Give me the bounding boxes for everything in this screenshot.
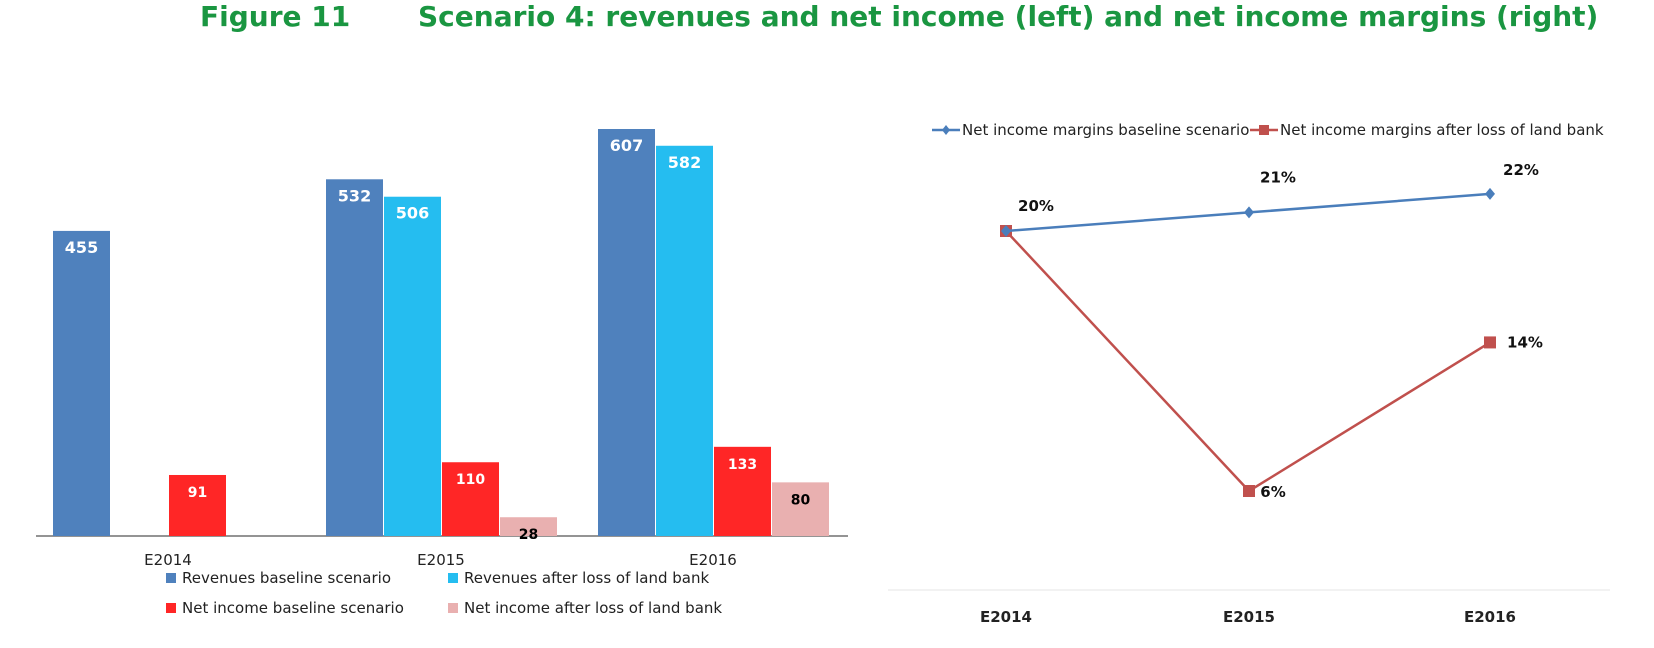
legend-label: Revenues baseline scenario: [182, 569, 391, 587]
legend-label: Net income margins baseline scenario: [962, 121, 1249, 139]
series-line: [1005, 230, 1491, 493]
bar: [772, 482, 829, 536]
legend-swatch: [448, 573, 458, 583]
bar-x-tick-label: E2015: [417, 551, 465, 569]
line-point: [1484, 336, 1496, 349]
line-x-tick-label: E2015: [1223, 608, 1275, 626]
line-x-tick-label: E2016: [1464, 608, 1516, 626]
figure-title: Scenario 4: revenues and net income (lef…: [418, 0, 1599, 33]
bar-data-label: 80: [791, 492, 811, 508]
figure-header: Figure 11 Scenario 4: revenues and net i…: [0, 0, 1654, 40]
bar-data-label: 607: [610, 136, 643, 155]
legend-marker: [1259, 125, 1269, 135]
bar: [169, 474, 226, 536]
bar: [598, 129, 655, 536]
legend-swatch: [448, 603, 458, 613]
bar-data-label: 455: [65, 238, 98, 257]
line-x-tick-label: E2014: [980, 608, 1032, 626]
bar: [714, 446, 771, 536]
bar-x-tick-label: E2016: [689, 551, 737, 569]
legend-label: Net income margins after loss of land ba…: [1280, 121, 1604, 139]
line-chart: E2014 E2015 E2016 20% 21% 22% 6% 14% Net income …: [888, 121, 1610, 626]
bar-chart: 455 91 E2014 532 506 110 28 E2015 607 582 133 80 E20…: [36, 129, 848, 617]
bar-data-label: 28: [519, 527, 538, 543]
legend-swatch: [166, 603, 176, 613]
bar-data-label: 91: [188, 485, 207, 501]
bar: [326, 179, 383, 536]
bar-data-label: 110: [456, 472, 485, 488]
bar-data-label: 532: [338, 186, 371, 205]
legend-label: Revenues after loss of land bank: [464, 569, 710, 587]
bar-data-label: 506: [396, 204, 429, 223]
line-data-label: 14%: [1507, 333, 1543, 351]
bar: [384, 196, 441, 536]
line-data-label: 6%: [1260, 483, 1285, 501]
line-data-label: 22%: [1503, 161, 1539, 179]
legend-label: Net income after loss of land bank: [464, 599, 722, 617]
bar: [53, 230, 110, 536]
bar: [442, 462, 499, 536]
line-data-label: 21%: [1260, 168, 1296, 186]
bar-x-tick-label: E2014: [144, 551, 192, 569]
bar-data-label: 582: [668, 153, 701, 172]
line-point: [1243, 485, 1255, 497]
bar-data-label: 133: [728, 457, 757, 473]
legend-marker: [942, 125, 950, 135]
legend-label: Net income baseline scenario: [182, 599, 404, 617]
line-point: [1001, 225, 1011, 237]
figure-label: Figure 11: [200, 0, 351, 33]
line-data-label: 20%: [1018, 197, 1054, 215]
line-point: [1485, 187, 1495, 200]
bar: [656, 145, 713, 537]
line-point: [1244, 206, 1254, 219]
bar: [500, 517, 557, 536]
legend-swatch: [166, 573, 176, 583]
